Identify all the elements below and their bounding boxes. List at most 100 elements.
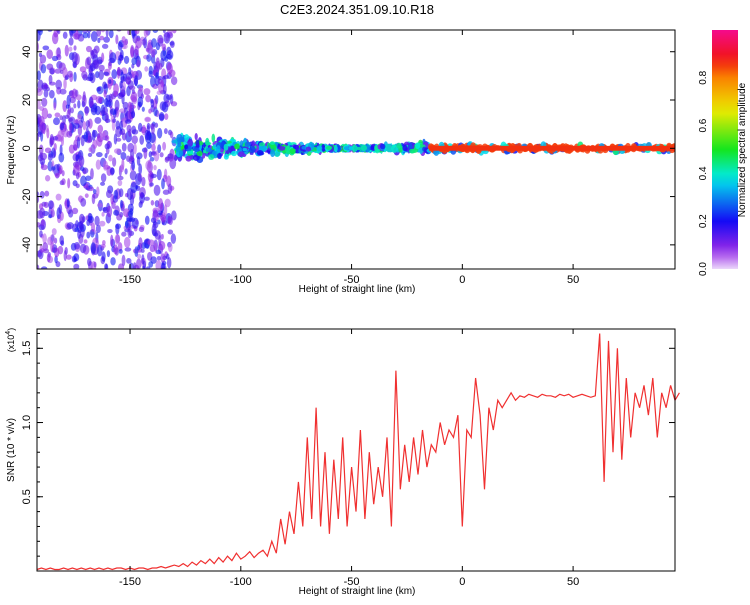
spectrogram-cell xyxy=(62,31,68,39)
spectrogram-cell xyxy=(137,122,143,133)
spectrogram-cell xyxy=(166,46,172,56)
spectrogram-cell xyxy=(64,75,68,81)
spectrogram-cell xyxy=(126,124,132,133)
spectrogram-cell xyxy=(126,217,134,222)
spectrogram-cell xyxy=(89,96,94,108)
spectrogram-cell xyxy=(239,140,244,147)
spectrogram-cell xyxy=(98,220,106,227)
spectrogram-cell xyxy=(138,86,144,92)
spectrogram-cell xyxy=(127,30,131,36)
spectrogram-cell xyxy=(202,149,206,154)
spectrogram-cell xyxy=(39,230,43,238)
spectrogram-cell xyxy=(148,108,152,114)
spectrogram-cell xyxy=(98,64,105,72)
spectrogram-cell xyxy=(185,155,192,162)
spectrogram-cell xyxy=(146,142,152,150)
spectrogram-cell xyxy=(167,229,174,235)
spectrogram-cell xyxy=(69,90,75,98)
spectrogram-cell xyxy=(119,199,124,209)
spectrogram-cell xyxy=(67,178,71,189)
spectrogram-cell xyxy=(186,150,194,155)
spectrogram-cell xyxy=(212,144,216,150)
spectrogram-cell xyxy=(79,243,87,254)
spectrogram-cell xyxy=(150,173,157,179)
spectrogram-cell xyxy=(46,63,54,71)
spectrogram-cell xyxy=(107,61,112,70)
spectrogram-cell xyxy=(121,254,126,267)
spectrogram-cell xyxy=(93,59,100,70)
spectrogram-cell xyxy=(73,122,80,129)
spectrogram-cell xyxy=(261,144,267,153)
spectrogram-cell xyxy=(93,261,97,268)
spectrogram-cell xyxy=(45,124,49,133)
spectrogram-cell xyxy=(43,84,49,89)
spectrogram-cell xyxy=(356,146,361,151)
spectrogram-cell xyxy=(43,89,49,98)
spectrogram-cell xyxy=(76,136,81,149)
spectrogram-cell xyxy=(79,66,87,73)
spectrogram-cell xyxy=(134,45,139,56)
spectrogram-cell xyxy=(37,30,44,36)
spectrogram-cell xyxy=(94,105,101,116)
spectrogram-cell xyxy=(37,70,41,81)
spectrogram-cell xyxy=(301,145,307,150)
spectrogram-cell xyxy=(102,81,107,90)
spectrogram-cell xyxy=(82,91,86,102)
spectrogram-cell xyxy=(151,48,156,58)
spectrogram-cell xyxy=(101,251,106,262)
spectrogram-cell xyxy=(155,72,159,79)
spectrogram-cell xyxy=(81,70,88,79)
spectrogram-cell xyxy=(237,151,245,158)
spectrogram-cell xyxy=(131,125,137,135)
spectrogram-cell xyxy=(44,147,52,154)
spectrogram-cell xyxy=(61,178,66,186)
spectrogram-cell xyxy=(136,258,142,269)
spectrogram-cell xyxy=(66,130,73,138)
spectrogram-cell xyxy=(133,143,137,155)
spectrogram-cell xyxy=(106,205,113,218)
spectrogram-cell xyxy=(122,101,129,110)
spectrogram-cell xyxy=(100,173,107,183)
spectrogram-cell xyxy=(112,118,117,123)
spectrogram-cell xyxy=(352,144,358,152)
spectrogram-cell xyxy=(88,147,92,152)
spectrogram-cell xyxy=(58,165,63,175)
spectrogram-cell xyxy=(175,145,181,153)
spectrogram-cell xyxy=(183,134,190,143)
spectrogram-cell xyxy=(78,220,84,230)
y-tick-label: 40 xyxy=(21,46,33,58)
spectrogram-cell xyxy=(242,147,247,152)
spectrogram-cell xyxy=(48,89,55,99)
spectrogram-cell xyxy=(153,184,161,196)
spectrogram-cell xyxy=(75,119,79,124)
spectrogram-cell xyxy=(54,255,58,264)
spectrogram-cell xyxy=(172,30,177,34)
spectrogram-cell xyxy=(157,127,163,139)
spectrogram-cell xyxy=(109,52,117,64)
spectrogram-cell xyxy=(148,261,154,268)
spectrogram-cell xyxy=(59,115,64,121)
spectrogram-cell xyxy=(155,249,162,255)
spectrogram-cell xyxy=(84,193,89,198)
spectrogram-cell xyxy=(163,32,171,44)
spectrogram-cell xyxy=(46,253,51,263)
spectrogram-cell xyxy=(53,117,60,126)
spectrogram-cell xyxy=(370,145,375,150)
spectrogram-cell xyxy=(256,150,264,156)
spectrogram-cell xyxy=(44,190,50,197)
spectrogram-cell xyxy=(305,146,312,152)
spectrogram-cell xyxy=(127,210,133,218)
spectrogram-cell xyxy=(154,122,159,128)
spectrogram-cell xyxy=(163,128,168,135)
spectrogram-cell xyxy=(121,231,127,237)
spectrogram-cell xyxy=(70,107,74,114)
spectrogram-cell xyxy=(164,156,170,163)
spectrogram-cell xyxy=(73,263,80,269)
spectrogram-cell xyxy=(144,129,150,141)
spectrogram-cell xyxy=(44,175,51,182)
spectrogram-cell xyxy=(59,144,63,156)
spectrogram-cell xyxy=(156,255,162,261)
spectrogram-cell xyxy=(158,198,164,210)
spectrogram-cell xyxy=(54,68,62,74)
spectrogram-cell xyxy=(80,198,87,207)
